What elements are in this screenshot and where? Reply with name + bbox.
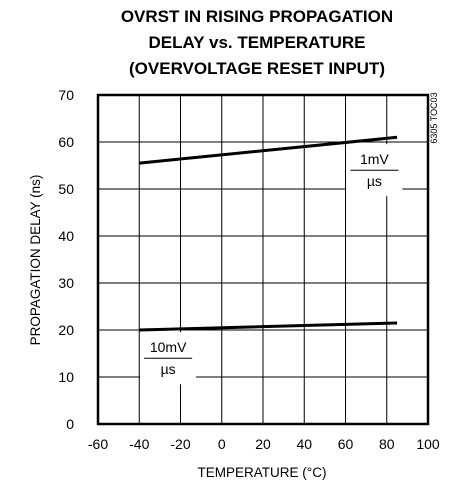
plot-frame: [96, 93, 430, 426]
x-tick-label: 40: [296, 436, 312, 452]
slew-rate-numerator: 10mV: [150, 339, 187, 355]
y-tick-labels: 0 10 20 30 40 50 60 70: [58, 87, 74, 432]
figure-code: 6305 TOC03: [429, 92, 439, 143]
x-tick-label: 60: [338, 436, 354, 452]
y-tick-label: 30: [58, 275, 74, 291]
y-tick-label: 70: [58, 87, 74, 103]
x-tick-label: -40: [129, 436, 149, 452]
series-line-2: [139, 321, 398, 332]
x-tick-label: 20: [255, 436, 271, 452]
x-tick-labels: -60 -40 -20 0 20 40 60 80 100: [88, 436, 440, 452]
chart-title-line-2: DELAY vs. TEMPERATURE: [149, 33, 366, 52]
y-tick-label: 50: [58, 181, 74, 197]
series-line-1: [139, 135, 398, 165]
x-tick-label: -60: [88, 436, 108, 452]
y-tick-label: 60: [58, 134, 74, 150]
x-axis-label: TEMPERATURE (°C): [198, 465, 327, 480]
chart-title-line-1: OVRST IN RISING PROPAGATION: [121, 7, 393, 26]
slew-rate-denominator: µs: [161, 361, 176, 377]
y-tick-label: 40: [58, 228, 74, 244]
slew-rate-denominator: µs: [367, 173, 382, 189]
annotations: 1mV µs 10mV µs: [140, 144, 403, 385]
x-tick-label: 80: [379, 436, 395, 452]
chart-title-line-3: (OVERVOLTAGE RESET INPUT): [129, 59, 385, 78]
y-axis-label: PROPAGATION DELAY (ns): [28, 175, 43, 346]
x-tick-label: 100: [416, 436, 440, 452]
slew-rate-label-1: 1mV µs: [346, 144, 403, 197]
y-tick-label: 0: [66, 416, 74, 432]
y-tick-label: 20: [58, 322, 74, 338]
slew-rate-label-2: 10mV µs: [140, 332, 197, 385]
y-tick-label: 10: [58, 369, 74, 385]
series-lines: [139, 135, 398, 332]
chart-title: OVRST IN RISING PROPAGATION DELAY vs. TE…: [121, 7, 393, 78]
x-tick-label: 0: [218, 436, 226, 452]
slew-rate-numerator: 1mV: [360, 151, 389, 167]
x-tick-label: -20: [170, 436, 190, 452]
